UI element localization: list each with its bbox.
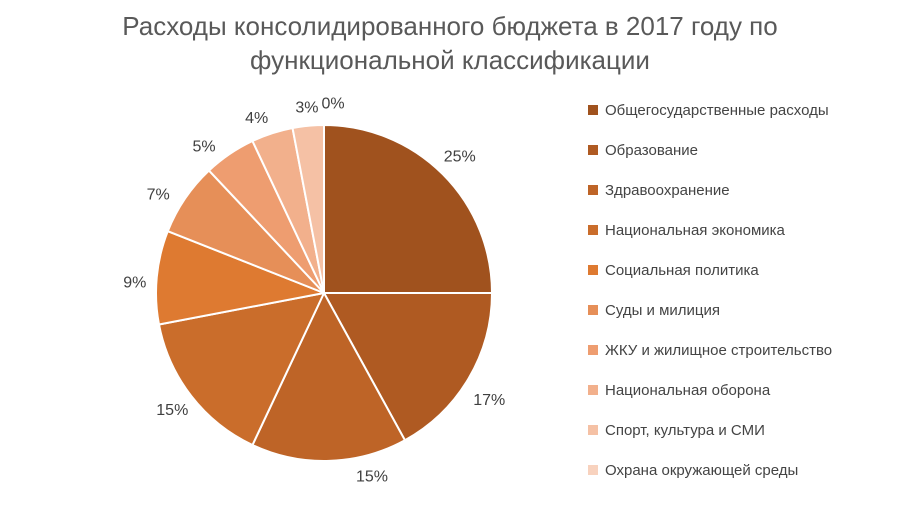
legend-item-label: Общегосударственные расходы bbox=[605, 101, 829, 119]
legend-color-swatch-icon bbox=[588, 305, 598, 315]
pie-slice[interactable] bbox=[155, 230, 325, 326]
pie-slice[interactable] bbox=[323, 124, 493, 294]
slice-percent-label: 15% bbox=[356, 468, 388, 485]
chart-title: Расходы консолидированного бюджета в 201… bbox=[122, 11, 778, 75]
legend-item-label: Национальная оборона bbox=[605, 381, 771, 399]
legend-color-swatch-icon bbox=[588, 225, 598, 235]
legend-item[interactable]: ЖКУ и жилищное строительство bbox=[588, 330, 888, 370]
pie-slice[interactable] bbox=[251, 292, 406, 462]
legend-item[interactable]: Суды и милиция bbox=[588, 290, 888, 330]
pie-slice[interactable] bbox=[323, 292, 493, 442]
slice-percent-label: 5% bbox=[193, 139, 216, 156]
legend-item[interactable]: Национальная экономика bbox=[588, 210, 888, 250]
legend-color-swatch-icon bbox=[588, 105, 598, 115]
slice-percent-label: 0% bbox=[321, 96, 344, 113]
slice-percent-label: 15% bbox=[156, 402, 188, 419]
legend-item-label: Национальная экономика bbox=[605, 221, 785, 239]
legend-color-swatch-icon bbox=[588, 385, 598, 395]
slice-percent-label: 3% bbox=[295, 99, 318, 116]
legend-color-swatch-icon bbox=[588, 425, 598, 435]
legend-item[interactable]: Спорт, культура и СМИ bbox=[588, 410, 888, 450]
pie-slice[interactable] bbox=[291, 124, 325, 294]
legend-color-swatch-icon bbox=[588, 465, 598, 475]
legend-item[interactable]: Образование bbox=[588, 130, 888, 170]
legend-item-label: Здравоохранение bbox=[605, 181, 730, 199]
pie-slice[interactable] bbox=[157, 292, 325, 447]
legend-item-label: Социальная политика bbox=[605, 261, 759, 279]
legend-item-label: Спорт, культура и СМИ bbox=[605, 421, 765, 439]
legend-item[interactable]: Охрана окружающей среды bbox=[588, 450, 888, 490]
legend-color-swatch-icon bbox=[588, 265, 598, 275]
legend-item[interactable]: Здравоохранение bbox=[588, 170, 888, 210]
legend-item[interactable]: Социальная политика bbox=[588, 250, 888, 290]
slice-percent-label: 17% bbox=[473, 392, 505, 409]
slice-percent-label: 4% bbox=[245, 110, 268, 127]
slice-percent-label: 25% bbox=[444, 149, 476, 166]
legend-item-label: Образование bbox=[605, 141, 698, 159]
legend-item-label: ЖКУ и жилищное строительство bbox=[605, 341, 833, 359]
legend: Общегосударственные расходы Образование Зд… bbox=[588, 90, 888, 490]
slice-percent-label: 9% bbox=[123, 274, 146, 291]
legend-color-swatch-icon bbox=[588, 145, 598, 155]
legend-item-label: Охрана окружающей среды bbox=[605, 461, 799, 479]
legend-color-swatch-icon bbox=[588, 185, 598, 195]
legend-item-label: Суды и милиция bbox=[605, 301, 720, 319]
legend-item[interactable]: Национальная оборона bbox=[588, 370, 888, 410]
legend-item[interactable]: Общегосударственные расходы bbox=[588, 90, 888, 130]
legend-color-swatch-icon bbox=[588, 345, 598, 355]
slice-percent-label: 7% bbox=[147, 187, 170, 204]
